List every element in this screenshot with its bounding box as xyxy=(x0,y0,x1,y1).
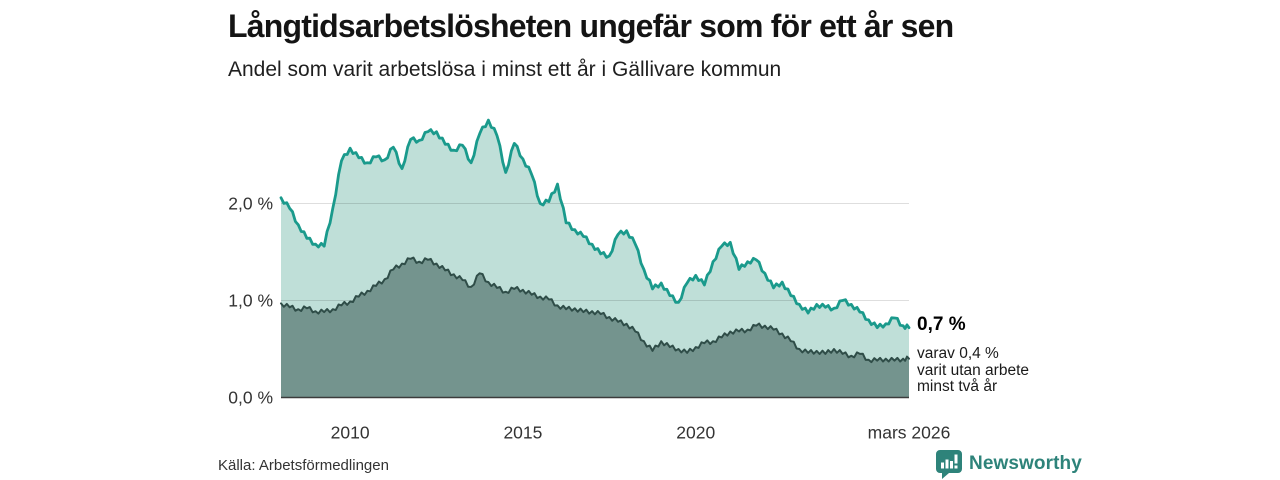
series-area-minst-tva-ar xyxy=(281,257,909,398)
y-tick-label: 0,0 % xyxy=(228,387,273,407)
annotation-line: minst två år xyxy=(917,378,998,395)
annotation-line: varav 0,4 % xyxy=(917,345,999,362)
source-label: Källa: Arbetsförmedlingen xyxy=(218,457,389,474)
bar-chart-bubble-icon xyxy=(936,449,962,479)
y-tick-label: 2,0 % xyxy=(228,193,273,213)
series-line-minst-tva-ar xyxy=(280,256,910,364)
x-tick-label: 2010 xyxy=(330,422,370,443)
chart-title: Långtidsarbetslösheten ungefär som för e… xyxy=(228,8,954,44)
x-tick-label: 2020 xyxy=(676,422,716,443)
chart-subtitle: Andel som varit arbetslösa i minst ett å… xyxy=(228,58,782,81)
newsworthy-logo: Newsworthy xyxy=(936,449,1082,479)
series-line-minst-ett-ar xyxy=(279,118,911,330)
end-value-annotation: 0,7 % varav 0,4 % varit utan arbete mins… xyxy=(917,314,1097,396)
x-tick-label: mars 2026 xyxy=(867,422,951,443)
end-value-headline: 0,7 % xyxy=(917,314,966,335)
x-tick-label: 2015 xyxy=(503,422,543,443)
y-tick-label: 1,0 % xyxy=(228,290,273,310)
brand-name: Newsworthy xyxy=(969,453,1082,474)
annotation-line: varit utan arbete xyxy=(917,361,1030,379)
